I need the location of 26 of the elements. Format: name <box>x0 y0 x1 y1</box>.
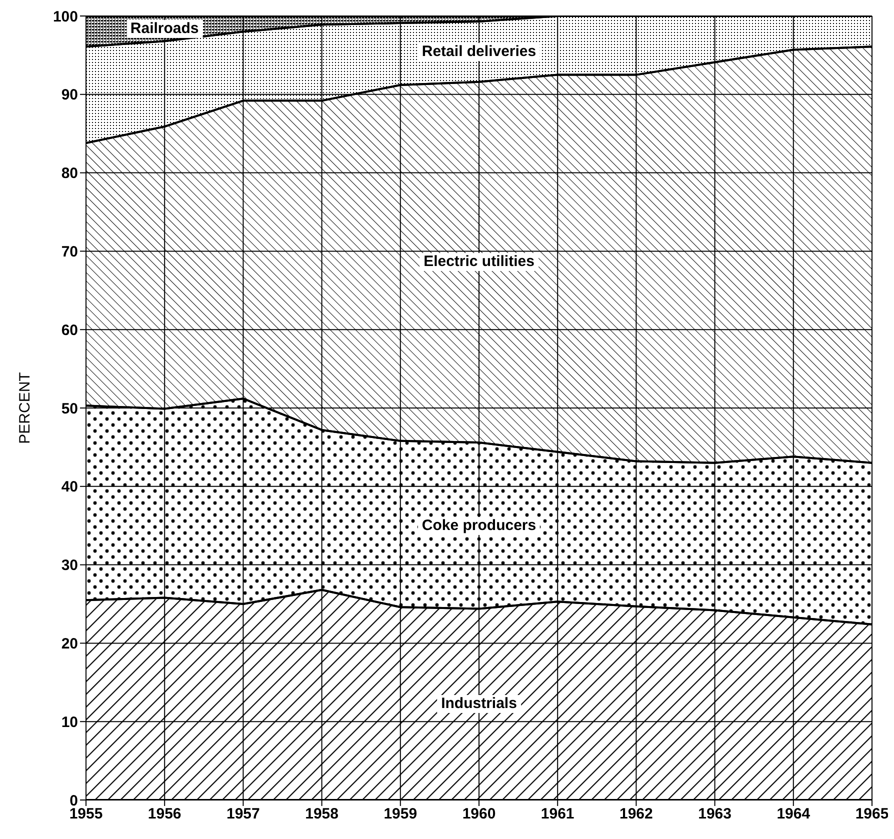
y-tick-label: 50 <box>61 400 78 418</box>
y-tick-label: 60 <box>61 322 78 339</box>
series-label: Railroads <box>126 20 203 38</box>
x-tick-label: 1964 <box>776 806 811 823</box>
y-tick-label: 20 <box>61 636 78 653</box>
y-tick-label: 80 <box>61 165 78 182</box>
y-tick-label: 40 <box>61 478 78 496</box>
y-tick-label: 100 <box>52 8 78 26</box>
y-tick-label: 30 <box>61 557 78 574</box>
y-tick-label: 10 <box>61 714 78 731</box>
series-label: Industrials <box>437 695 521 714</box>
y-tick-label: 70 <box>61 244 78 261</box>
y-tick-label: 90 <box>61 86 78 104</box>
x-tick-label: 1959 <box>384 806 418 823</box>
x-tick-label: 1961 <box>540 806 574 823</box>
x-tick-label: 1956 <box>148 806 182 823</box>
x-tick-label: 1957 <box>226 806 260 823</box>
series-label: Retail deliveries <box>418 42 540 61</box>
x-tick-label: 1960 <box>462 806 496 823</box>
series-label: Coke producers <box>418 516 540 535</box>
y-axis-title: PERCENT <box>16 372 34 444</box>
series-label: Electric utilities <box>420 253 538 272</box>
x-tick-label: 1965 <box>855 806 889 823</box>
x-tick-label: 1962 <box>620 806 653 823</box>
x-tick-label: 1958 <box>305 806 338 823</box>
x-tick-label: 1963 <box>698 806 732 823</box>
